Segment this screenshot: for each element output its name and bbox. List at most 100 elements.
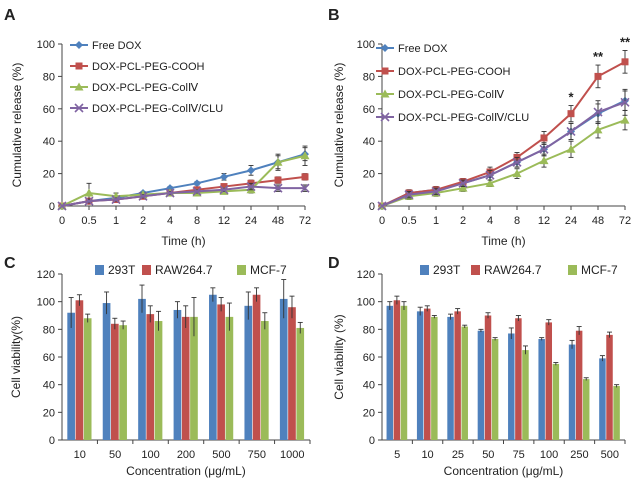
- series-line: [61, 153, 306, 207]
- panel-b-ytick-label: 40: [363, 136, 375, 148]
- bar: [102, 303, 111, 440]
- legend-label: MCF-7: [581, 263, 618, 277]
- data-point: [301, 173, 309, 181]
- data-point: [246, 181, 256, 192]
- data-point: [247, 166, 255, 175]
- legend-label: MCF-7: [250, 263, 287, 277]
- legend-label: Free DOX: [92, 40, 142, 52]
- legend-label: DOX-PCL-PEG-ColⅣ: [92, 82, 199, 94]
- panel-c-xtick-label: 500: [212, 449, 230, 461]
- panel-b-xtick-label: 24: [565, 215, 577, 227]
- data-point: [620, 97, 630, 107]
- data-point: [431, 186, 441, 196]
- bar: [67, 312, 75, 440]
- panel-d-ytick-label: 60: [363, 352, 375, 364]
- panel-c-legend: 293T RAW264.7 MCF-7: [95, 263, 287, 277]
- legend-label: Free DOX: [398, 43, 448, 55]
- bar: [484, 315, 492, 440]
- legend-label: DOX-PCL-PEG-ColⅣ/CLU: [92, 103, 223, 115]
- panel-a-xtick-label: 12: [218, 215, 230, 227]
- legend-swatch: [95, 265, 104, 275]
- panel-c-ytick-label: 80: [43, 324, 55, 336]
- legend-swatch: [471, 265, 480, 275]
- panel-b-series-3: [377, 88, 630, 211]
- panel-a-ytick-label: 60: [43, 104, 55, 116]
- bar: [454, 311, 461, 440]
- legend-swatch: [237, 265, 246, 275]
- panel-d-series-2: [400, 301, 620, 440]
- data-point: [377, 201, 387, 211]
- data-point: [621, 58, 629, 66]
- panel-d-xtick-label: 250: [570, 449, 588, 461]
- panel-d-bar-chart: 0 20 40 60 80 100 120 D Cell viability (%) Concen…: [328, 255, 626, 478]
- data-point: [219, 185, 229, 195]
- bar: [431, 316, 438, 440]
- panel-b-ytick-label: 60: [363, 104, 375, 116]
- panel-c-xlabel: Concentration (μg/mL): [126, 464, 246, 478]
- data-point: [220, 183, 228, 191]
- panel-a-ytick-label: 20: [43, 169, 55, 181]
- significance-marker: **: [620, 34, 631, 49]
- legend-label: DOX-PCL-PEG-COOH: [92, 61, 205, 73]
- panel-c-ytick-label: 40: [43, 380, 55, 392]
- bar: [447, 316, 454, 440]
- bar: [491, 339, 499, 440]
- legend-label: 293T: [433, 263, 461, 277]
- data-point: [220, 172, 228, 181]
- bar: [173, 309, 182, 440]
- panel-d-ytick-label: 0: [369, 435, 375, 447]
- panel-d-xtick-label: 25: [452, 449, 464, 461]
- panel-c-ytick-label: 20: [43, 407, 55, 419]
- bar: [386, 305, 394, 440]
- bar: [111, 323, 119, 440]
- panel-b-xtick-label: 0: [379, 215, 385, 227]
- legend-label: RAW264.7: [155, 263, 213, 277]
- panel-c-ytick-label: 100: [37, 297, 55, 309]
- data-point: [485, 178, 495, 187]
- data-point: [540, 134, 548, 142]
- bar: [252, 294, 261, 440]
- bar: [119, 325, 127, 440]
- panel-d-series-0: [386, 301, 606, 440]
- data-point: [567, 110, 575, 118]
- panel-d-xtick-label: 500: [601, 449, 619, 461]
- panel-b-xlabel: Time (h): [481, 234, 525, 248]
- data-point: [273, 157, 283, 166]
- panel-a-panel-label: A: [4, 7, 16, 24]
- panel-b-xtick-label: 0.5: [401, 215, 416, 227]
- bar: [209, 294, 217, 440]
- panel-c-bar-chart: 0 20 40 60 80 100 120 C Cell viability(%) Concent…: [4, 255, 311, 478]
- bar: [575, 330, 583, 440]
- panel-a-xtick-label: 48: [272, 215, 284, 227]
- bar: [138, 298, 146, 440]
- panel-c-xtick-label: 100: [141, 449, 159, 461]
- data-point: [57, 201, 67, 211]
- data-point: [566, 126, 576, 137]
- data-point: [458, 178, 468, 188]
- bar: [83, 318, 92, 440]
- panel-d-panel-label: D: [328, 255, 340, 272]
- data-point: [620, 115, 630, 124]
- bar: [522, 350, 529, 440]
- data-point: [539, 156, 549, 165]
- series-line: [61, 185, 305, 207]
- panel-d-ytick-label: 80: [363, 324, 375, 336]
- panel-b-xtick-label: 1: [433, 215, 439, 227]
- panel-b-xtick-label: 72: [619, 215, 631, 227]
- panel-b-xtick-label: 8: [514, 215, 520, 227]
- legend-label: DOX-PCL-PEG-ColⅣ: [398, 89, 505, 101]
- data-point: [566, 144, 576, 153]
- panel-d-ytick-label: 120: [357, 269, 375, 281]
- panel-a-xtick-label: 4: [167, 215, 173, 227]
- bar: [75, 300, 84, 440]
- legend-swatch: [420, 265, 429, 275]
- bar: [416, 311, 424, 440]
- bar: [613, 386, 620, 440]
- data-point: [111, 194, 121, 205]
- data-point: [512, 169, 522, 178]
- panel-b-ytick-label: 0: [369, 201, 375, 213]
- data-point: [165, 188, 175, 198]
- series-line: [381, 101, 626, 207]
- bar: [244, 305, 253, 440]
- panel-c-series-2: [83, 297, 305, 440]
